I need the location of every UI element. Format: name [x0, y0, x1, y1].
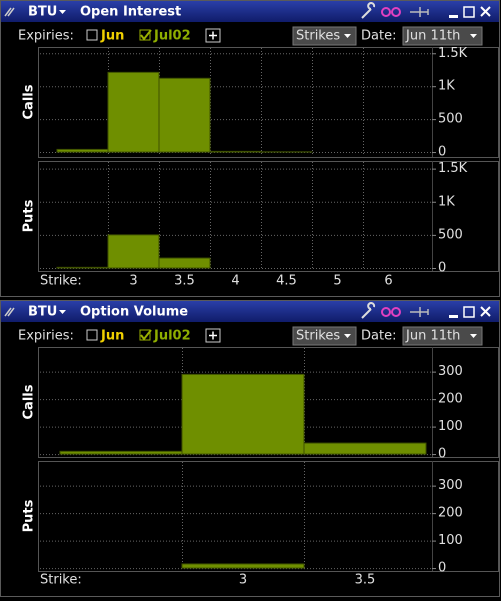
- wrench-icon[interactable]: [361, 2, 376, 19]
- date-label: Date:: [361, 29, 396, 44]
- bar: [56, 266, 109, 269]
- close-button[interactable]: [480, 306, 491, 317]
- link-pink-a[interactable]: [381, 307, 391, 317]
- bar: [107, 234, 160, 269]
- checkmark: [140, 29, 152, 41]
- date-arrow: [470, 334, 477, 338]
- panel-title: Open Interest: [80, 5, 181, 20]
- strikes-button[interactable]: Strikes: [296, 29, 340, 44]
- bar: [158, 77, 211, 153]
- x-axis-label: Strike:: [40, 274, 82, 289]
- bar: [181, 563, 305, 569]
- strikes-dropdown[interactable]: [292, 326, 357, 346]
- maximize-button[interactable]: [463, 6, 475, 18]
- date-arrow: [470, 34, 477, 38]
- strikes-button[interactable]: Strikes: [296, 329, 340, 344]
- x-tick-label: 3: [239, 573, 247, 588]
- y-axis-title: Puts: [22, 499, 37, 532]
- date-value[interactable]: Jun 11th: [405, 329, 460, 344]
- bar: [303, 442, 427, 455]
- bar: [158, 257, 211, 269]
- panel-title: Option Volume: [80, 305, 188, 320]
- x-tick-label: 3.5: [174, 274, 195, 289]
- y-tick-label: 200: [438, 506, 463, 521]
- date-label: Date:: [361, 329, 396, 344]
- bar: [59, 450, 183, 455]
- expiries-label: Expiries:: [18, 29, 74, 44]
- strikes-arrow: [344, 334, 351, 338]
- checkbox-jun[interactable]: [86, 329, 98, 341]
- date-value[interactable]: Jun 11th: [405, 29, 460, 44]
- y-axis-title: Puts: [22, 199, 37, 232]
- bar: [209, 150, 262, 153]
- checkmark: [140, 329, 152, 341]
- link-icon: [4, 307, 15, 317]
- checkbox-jul02[interactable]: [139, 329, 151, 341]
- symbol[interactable]: BTU: [28, 305, 57, 320]
- minimize-button[interactable]: [449, 315, 458, 318]
- expiries-label: Expiries:: [18, 329, 74, 344]
- y-tick-label: 1K: [438, 79, 455, 94]
- symbol[interactable]: BTU: [28, 5, 57, 20]
- minimize-button[interactable]: [449, 15, 458, 18]
- y-tick-label: 500: [438, 112, 463, 127]
- x-tick-label: 6: [384, 274, 392, 289]
- bar: [56, 148, 109, 153]
- y-tick-label: 0: [438, 145, 446, 160]
- y-tick-label: 0: [438, 447, 446, 462]
- plus-icon: [209, 31, 217, 40]
- wrench-icon[interactable]: [361, 302, 376, 319]
- y-tick-label: 100: [438, 533, 463, 548]
- date-dropdown[interactable]: [402, 26, 483, 46]
- bar: [181, 373, 305, 455]
- x-tick-label: 5: [333, 274, 341, 289]
- x-axis-label: Strike:: [40, 573, 82, 588]
- link-pink-a[interactable]: [381, 7, 391, 17]
- expiry-jul02[interactable]: Jul02: [153, 29, 191, 44]
- y-axis-title: Calls: [22, 84, 37, 119]
- pin-icon[interactable]: [410, 7, 429, 17]
- y-tick-label: 1K: [438, 194, 455, 209]
- y-tick-label: 0: [438, 261, 446, 276]
- bar: [107, 71, 160, 153]
- symbol-dropdown-arrow: [59, 310, 66, 314]
- x-tick-label: 4.5: [276, 274, 297, 289]
- y-tick-label: 500: [438, 227, 463, 242]
- expiry-jul02[interactable]: Jul02: [153, 329, 191, 344]
- link-pink-b: [391, 7, 401, 17]
- link-pink-b: [391, 307, 401, 317]
- plus-icon: [209, 331, 217, 340]
- pin-icon[interactable]: [410, 307, 429, 317]
- symbol-dropdown-arrow: [59, 10, 66, 14]
- y-tick-label: 1.5K: [438, 161, 468, 176]
- checkbox-jun[interactable]: [86, 29, 98, 41]
- x-tick-label: 3.5: [355, 573, 376, 588]
- y-axis-title: Calls: [22, 384, 37, 419]
- x-tick-label: 3: [129, 274, 137, 289]
- close-button[interactable]: [480, 6, 491, 17]
- strikes-arrow: [344, 34, 351, 38]
- expiry-jun[interactable]: Jun: [100, 329, 124, 344]
- maximize-button[interactable]: [463, 306, 475, 318]
- y-tick-label: 300: [438, 364, 463, 379]
- date-dropdown[interactable]: [402, 326, 483, 346]
- x-tick-label: 4: [231, 274, 239, 289]
- y-tick-label: 200: [438, 392, 463, 407]
- checkbox-jul02[interactable]: [139, 29, 151, 41]
- y-tick-label: 1.5K: [438, 46, 468, 61]
- link-icon: [4, 7, 15, 17]
- y-tick-label: 300: [438, 478, 463, 493]
- subplot-frame: [38, 461, 499, 572]
- y-tick-label: 0: [438, 561, 446, 576]
- expiry-jun[interactable]: Jun: [100, 29, 124, 44]
- y-tick-label: 100: [438, 419, 463, 434]
- strikes-dropdown[interactable]: [292, 26, 357, 46]
